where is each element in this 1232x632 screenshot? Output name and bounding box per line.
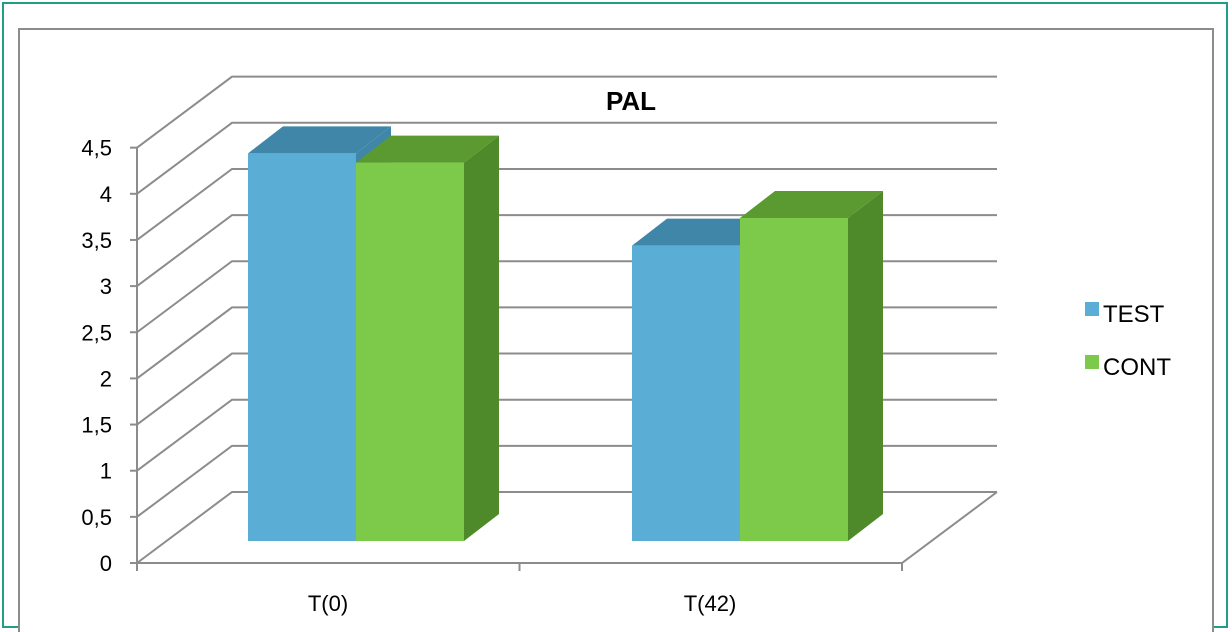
bar-top xyxy=(740,190,883,218)
chart-title: PAL xyxy=(606,86,656,116)
bar-top xyxy=(356,135,499,163)
bar-top xyxy=(248,126,391,154)
legend-label: CONT xyxy=(1103,354,1171,381)
y-tick-label: 2 xyxy=(100,366,112,391)
bar xyxy=(356,162,464,541)
bar-side xyxy=(848,190,883,541)
y-tick-label: 3 xyxy=(100,274,112,299)
gridline xyxy=(136,214,997,287)
bar-side xyxy=(464,135,499,541)
gridline xyxy=(136,75,997,149)
y-tick-label: 1,5 xyxy=(81,413,112,438)
y-tick-label: 2,5 xyxy=(81,320,112,345)
gridline xyxy=(136,121,997,195)
y-tick-label: 4,5 xyxy=(81,136,112,161)
y-tick-label: 4 xyxy=(100,182,112,207)
x-tick-label: T(0) xyxy=(308,591,348,616)
bar-top xyxy=(632,218,775,246)
bar xyxy=(248,153,356,541)
legend-swatch xyxy=(1085,355,1099,369)
y-tick-label: 1 xyxy=(100,459,112,484)
y-tick-label: 3,5 xyxy=(81,228,112,253)
bar xyxy=(740,217,848,541)
chart-area xyxy=(18,28,1214,632)
legend-swatch xyxy=(1085,302,1099,316)
y-tick-label: 0 xyxy=(100,551,112,576)
legend-label: TEST xyxy=(1103,301,1165,328)
x-tick-label: T(42) xyxy=(684,591,737,616)
gridline xyxy=(136,167,997,241)
bar xyxy=(632,245,740,541)
y-tick-label: 0,5 xyxy=(81,505,112,530)
